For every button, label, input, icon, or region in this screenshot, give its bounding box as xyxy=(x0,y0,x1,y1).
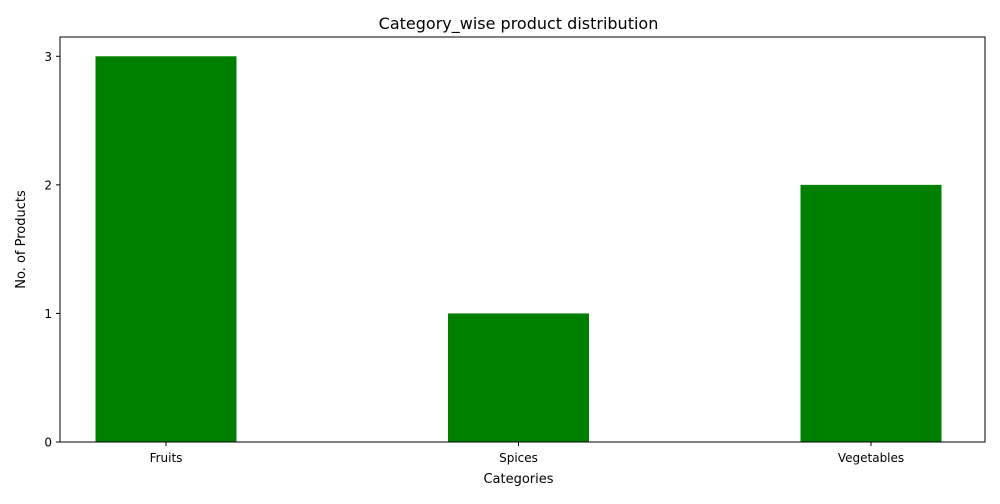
y-tick-label: 2 xyxy=(44,178,52,192)
y-tick-label: 1 xyxy=(44,307,52,321)
bar-fruits xyxy=(95,56,237,442)
y-axis-ticks: 0 1 2 3 xyxy=(44,50,60,450)
bars-layer xyxy=(95,56,942,443)
x-axis-ticks: Fruits Spices Vegetables xyxy=(150,442,904,465)
y-tick-label: 3 xyxy=(44,50,52,64)
x-axis-label: Categories xyxy=(483,472,553,487)
y-axis-label: No. of Products xyxy=(14,190,29,289)
x-tick-label: Fruits xyxy=(150,451,183,465)
x-tick-label: Spices xyxy=(499,451,538,465)
bar-vegetables xyxy=(800,184,942,443)
bar-spices xyxy=(448,313,589,442)
y-tick-label: 0 xyxy=(44,436,52,450)
plot-frame xyxy=(59,36,986,443)
x-tick-label: Vegetables xyxy=(838,451,904,465)
chart-title: Category_wise product distribution xyxy=(379,14,659,34)
